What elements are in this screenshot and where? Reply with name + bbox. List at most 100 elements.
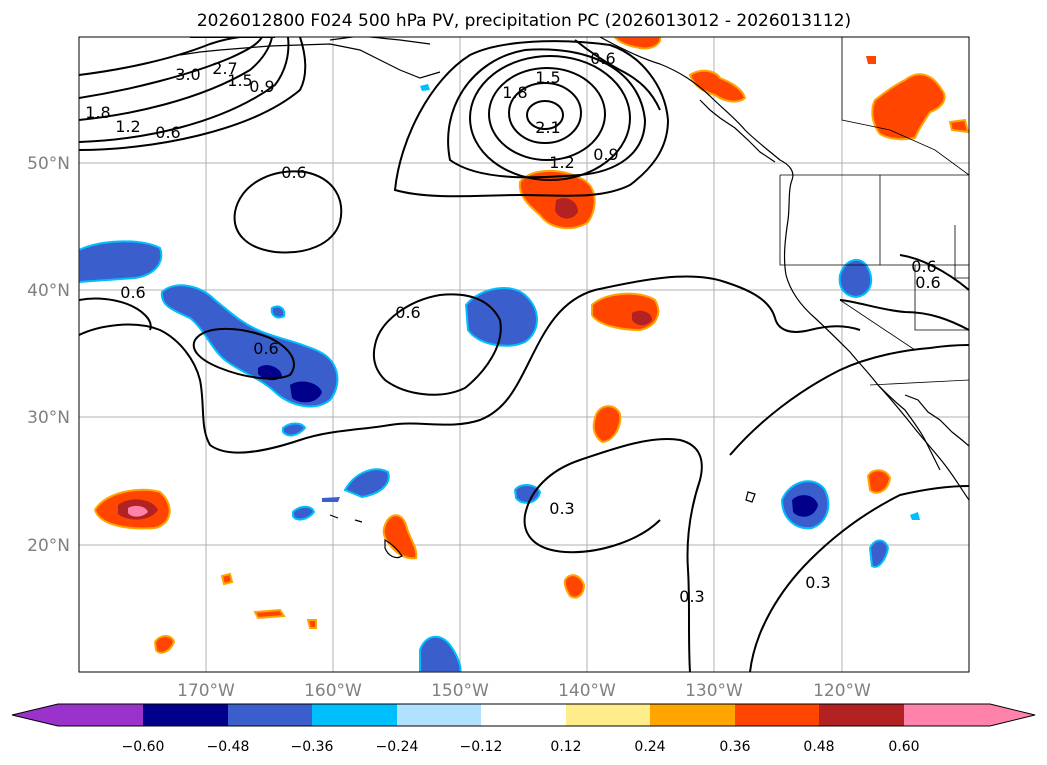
pv-contour xyxy=(729,344,969,456)
contour-label: 0.6 xyxy=(253,339,278,358)
contour-label: 1.8 xyxy=(85,103,110,122)
precip-pos-region xyxy=(871,73,946,141)
precip-pos-region xyxy=(382,514,418,560)
coastline-baja xyxy=(877,384,941,471)
contour-label: 0.6 xyxy=(915,273,940,292)
colorbar-cell xyxy=(143,704,228,726)
contour-label: 0.6 xyxy=(281,163,306,182)
map-panel: 3.0 2.7 1.5 0.9 1.8 1.2 0.6 0.6 1.5 1.8 … xyxy=(78,36,970,673)
border-states xyxy=(839,299,916,351)
contour-label: 0.9 xyxy=(249,77,274,96)
precip-pos-region xyxy=(688,69,747,103)
precip-neg-core xyxy=(258,365,282,381)
precip-pos-region xyxy=(153,635,176,654)
precip-pos-region xyxy=(563,574,586,599)
pv-contour xyxy=(839,299,969,331)
colorbar-extend-low xyxy=(12,704,58,726)
precip-neg-region xyxy=(282,422,307,437)
border-states xyxy=(779,175,969,266)
precip-neg-region xyxy=(420,84,430,91)
precip-pos-core xyxy=(555,198,578,219)
colorbar-tick-label: 0.60 xyxy=(888,739,919,755)
pv-contour xyxy=(488,67,606,161)
colorbar: −0.60 −0.48 −0.36 −0.24 −0.12 0.12 0.24 … xyxy=(11,703,1036,755)
coastline-hawaii xyxy=(354,519,363,523)
precip-pos-region xyxy=(220,572,234,586)
colorbar-tick-label: −0.48 xyxy=(207,739,250,755)
colorbar-tick-label: −0.24 xyxy=(376,739,419,755)
precip-pos-region xyxy=(866,56,876,64)
lon-label: 160°W xyxy=(304,681,362,701)
colorbar-cell xyxy=(566,704,650,726)
contour-label: 0.9 xyxy=(593,145,618,164)
pv-contour xyxy=(79,37,290,143)
colorbar-cell xyxy=(904,704,990,726)
contour-label: 1.5 xyxy=(227,71,252,90)
contour-label: 0.3 xyxy=(679,587,704,606)
precip-pos-max xyxy=(128,505,148,517)
coastline-na xyxy=(599,37,969,501)
lon-label: 170°W xyxy=(177,681,235,701)
contour-label: 2.1 xyxy=(535,118,560,137)
lon-axis: 170°W 160°W 150°W 140°W 130°W 120°W xyxy=(177,681,871,701)
colorbar-extend-high xyxy=(990,704,1035,726)
graticule xyxy=(79,37,969,672)
precip-neg-region xyxy=(464,287,538,347)
chart-title: 2026012800 F024 500 hPa PV, precipitatio… xyxy=(197,11,851,31)
lat-axis: 50°N 40°N 30°N 20°N xyxy=(27,154,70,556)
colorbar-tick-label: 0.36 xyxy=(719,739,750,755)
lat-label: 50°N xyxy=(27,154,70,174)
precip-pos-region xyxy=(306,619,317,629)
contour-label: 0.6 xyxy=(911,257,936,276)
pv-contour xyxy=(372,293,502,396)
precip-neg-region xyxy=(160,284,339,408)
pv-contour xyxy=(523,438,703,672)
precip-neg-region xyxy=(292,505,316,521)
precip-pos-region xyxy=(253,608,286,620)
precip-neg-region xyxy=(838,259,873,299)
colorbar-tick-label: 0.48 xyxy=(803,739,834,755)
colorbar-outline xyxy=(11,703,1036,727)
pv-contour xyxy=(79,37,263,99)
map-frame xyxy=(78,36,970,673)
lat-label: 20°N xyxy=(27,536,70,556)
pv-contour xyxy=(79,37,273,121)
colorbar-tick-label: −0.60 xyxy=(122,739,165,755)
coastline-aleutians xyxy=(179,43,441,79)
colorbar-cells xyxy=(58,704,990,726)
colorbar-cell xyxy=(397,704,481,726)
precip-neg-core xyxy=(792,495,818,517)
colorbar-tick-label: −0.12 xyxy=(460,739,503,755)
pv-contour xyxy=(899,254,969,291)
colorbar-cell xyxy=(735,704,819,726)
lon-label: 130°W xyxy=(685,681,743,701)
colorbar-cell xyxy=(481,704,566,726)
colorbar-ticks: −0.60 −0.48 −0.36 −0.24 −0.12 0.12 0.24 … xyxy=(122,739,920,755)
contour-label: 0.3 xyxy=(549,499,574,518)
border-states xyxy=(914,265,969,331)
contour-label: 0.6 xyxy=(120,283,145,302)
coastline-hawaii xyxy=(384,538,403,559)
contour-label: 1.5 xyxy=(535,68,560,87)
pv-contour xyxy=(447,48,647,179)
precip-pos-region xyxy=(948,118,969,134)
colorbar-cell xyxy=(58,704,143,726)
precip-neg-region xyxy=(343,468,390,499)
contour-label: 0.6 xyxy=(395,303,420,322)
pv-contour xyxy=(79,275,861,454)
colorbar-tick-label: 0.24 xyxy=(634,739,665,755)
colorbar-cell xyxy=(228,704,312,726)
precip-neg-region xyxy=(79,240,163,284)
colorbar-cell xyxy=(312,704,397,726)
colorbar-cell xyxy=(819,704,904,726)
pv-contour xyxy=(233,170,343,254)
contour-label: 1.2 xyxy=(115,117,140,136)
contour-label: 2.7 xyxy=(212,59,237,78)
precip-neg-region xyxy=(868,539,890,568)
coastline-hawaii xyxy=(329,514,339,519)
lat-label: 30°N xyxy=(27,408,70,428)
lat-label: 40°N xyxy=(27,281,70,301)
lon-label: 150°W xyxy=(431,681,489,701)
precip-pos-region xyxy=(866,469,892,494)
